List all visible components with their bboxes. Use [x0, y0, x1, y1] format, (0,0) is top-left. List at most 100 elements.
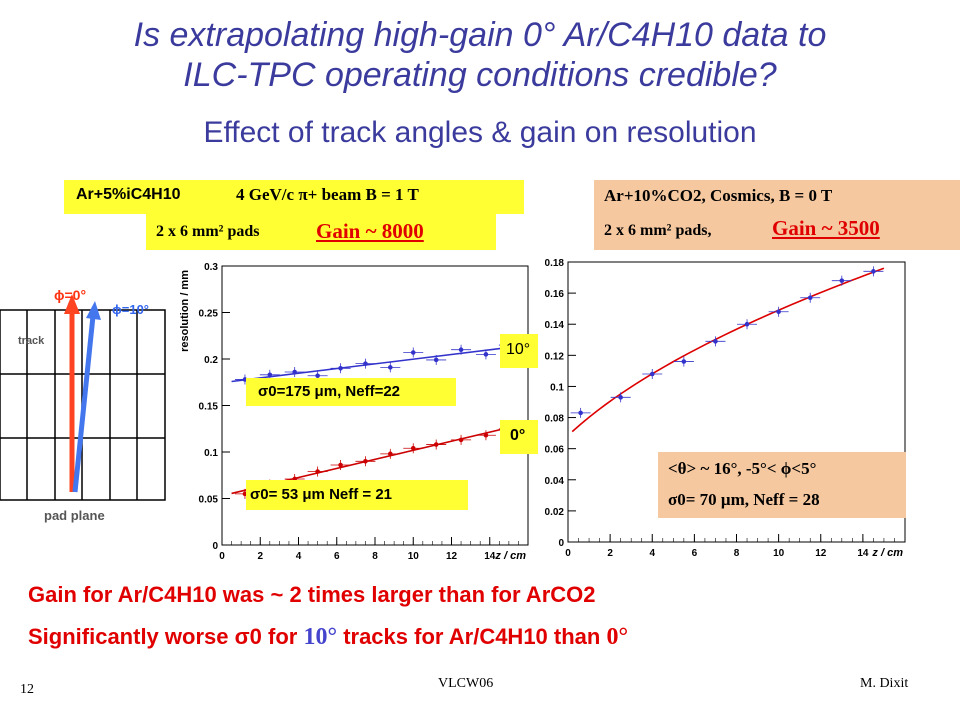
right-fit-box: <θ> ~ 16°, -5°< ϕ<5° σ0= 70 μm, Neff = 2… [658, 452, 906, 518]
statement-sigma-a: Significantly worse σ0 for [28, 624, 298, 649]
data-point-series-1 [388, 451, 393, 457]
right-gas-label: Ar+10%CO2, Cosmics, B = 0 T [604, 186, 833, 205]
right-pads-label: 2 x 6 mm² pads, [604, 222, 712, 239]
data-point-series-0 [618, 395, 623, 400]
data-point-series-0 [776, 309, 781, 315]
data-point-series-0 [458, 347, 464, 352]
data-point-series-0 [839, 278, 845, 283]
pad-plane-diagram: ϕ=0° ϕ=10° track pad plane [0, 287, 166, 523]
right-pads-box: 2 x 6 mm² pads, Gain ~ 3500 [594, 212, 960, 250]
x-tick-label: 8 [734, 548, 740, 558]
statement-sigma: Significantly worse σ0 for 10° tracks fo… [28, 624, 628, 651]
statement-sigma-10deg: 10° [303, 624, 338, 650]
x-axis-label: z / cm [871, 547, 903, 558]
footer-conference: VLCW06 [438, 676, 494, 691]
right-fit-line1: <θ> ~ 16°, -5°< ϕ<5° [668, 459, 817, 478]
y-tick-label: 0.1 [550, 382, 564, 393]
x-tick-label: 10 [408, 551, 420, 560]
phi10-arrowhead-icon [86, 301, 101, 320]
y-tick-label: 0.15 [199, 402, 219, 413]
title-line-1: Is extrapolating high-gain 0° Ar/C4H10 d… [133, 16, 827, 54]
data-point-series-0 [338, 366, 343, 371]
data-point-series-1 [363, 459, 368, 464]
y-axis-label: resolution / mm [179, 270, 191, 352]
x-tick-label: 0 [565, 548, 571, 558]
y-tick-label: 0.2 [204, 355, 218, 366]
left-gas-box: Ar+5%iC4H10 4 GeV/c π+ beam B = 1 T [64, 180, 524, 214]
data-point-series-0 [578, 410, 583, 416]
page-number: 12 [20, 682, 34, 697]
x-tick-label: 2 [607, 548, 613, 558]
subtitle: Effect of track angles & gain on resolut… [203, 116, 757, 149]
data-point-series-0 [681, 359, 687, 364]
left-gain-label: Gain ~ 8000 [316, 219, 424, 243]
data-point-series-1 [483, 432, 489, 438]
pad-plane-label: pad plane [44, 508, 105, 523]
y-tick-label: 0.12 [545, 351, 564, 362]
track-label: track [18, 335, 45, 347]
right-gain-label: Gain ~ 3500 [772, 216, 880, 240]
x-tick-label: 4 [649, 548, 655, 558]
data-point-series-0 [483, 352, 489, 357]
data-point-series-0 [410, 350, 416, 355]
left-resolution-chart: 0 0.05 0.1 0.15 0.2 0.25 0.3 0 2 4 6 8 10 12 14 z / cm r… [179, 262, 529, 560]
label-10deg-box: 10° [500, 334, 538, 368]
right-fit-line2: σ0= 70 μm, Neff = 28 [668, 490, 820, 509]
y-tick-label: 0.08 [545, 414, 564, 425]
x-tick-label: 0 [219, 551, 225, 560]
x-tick-label: 6 [692, 548, 698, 558]
phi10-label: ϕ=10° [112, 302, 149, 317]
y-tick-label: 0.04 [545, 476, 564, 487]
data-point-series-1 [338, 462, 343, 468]
fit-line-series-0 [231, 346, 513, 383]
x-tick-label: 10 [773, 548, 785, 558]
data-point-series-0 [433, 357, 439, 363]
fit-10deg-box: σ0=175 μm, Neff=22 [246, 378, 456, 406]
left-gas-label: Ar+5%iC4H10 [76, 186, 181, 203]
right-gas-box: Ar+10%CO2, Cosmics, B = 0 T [594, 180, 960, 214]
y-tick-label: 0.25 [199, 309, 219, 320]
left-pads-label: 2 x 6 mm² pads [156, 223, 260, 240]
x-tick-label: 2 [257, 551, 263, 560]
fit-line-series-0 [571, 267, 885, 433]
label-0deg: 0° [510, 427, 526, 444]
phi0-arrowhead-icon [64, 294, 80, 314]
y-tick-label: 0 [212, 541, 218, 552]
x-tick-label: 12 [815, 548, 827, 558]
y-tick-label: 0.05 [199, 495, 219, 506]
x-tick-label: 6 [334, 551, 340, 560]
footer-author: M. Dixit [860, 676, 909, 691]
data-point-series-0 [713, 339, 718, 344]
x-tick-label: 4 [296, 551, 302, 560]
fit-10deg-label: σ0=175 μm, Neff=22 [258, 383, 401, 400]
fit-0deg-box: σ0= 53 μm Neff = 21 [246, 480, 468, 510]
data-point-series-0 [807, 295, 813, 301]
data-point-series-0 [315, 373, 320, 379]
statement-gain: Gain for Ar/C4H10 was ~ 2 times larger t… [28, 582, 596, 607]
data-point-series-1 [433, 442, 439, 447]
data-point-series-1 [410, 445, 416, 451]
y-tick-label: 0.1 [204, 448, 218, 459]
y-tick-label: 0.02 [545, 507, 564, 518]
x-tick-label: 8 [372, 551, 378, 560]
statement-sigma-0deg: 0° [606, 624, 629, 650]
phi0-label: ϕ=0° [54, 287, 86, 303]
data-point-series-0 [267, 372, 273, 378]
data-point-series-0 [871, 269, 876, 274]
y-tick-label: 0.14 [545, 320, 564, 331]
data-point-series-0 [744, 321, 750, 327]
y-tick-label: 0.3 [204, 262, 218, 273]
data-point-series-0 [363, 361, 368, 366]
data-point-series-0 [649, 371, 655, 377]
x-axis-label: z / cm [494, 550, 526, 560]
title-line-2: ILC-TPC operating conditions credible? [183, 56, 777, 94]
data-point-series-1 [315, 469, 320, 474]
statement-sigma-c: tracks for Ar/C4H10 than [343, 624, 601, 649]
left-beam-label: 4 GeV/c π+ beam B = 1 T [236, 185, 419, 204]
x-tick-label: 12 [446, 551, 458, 560]
left-pads-box: 2 x 6 mm² pads Gain ~ 8000 [146, 214, 496, 250]
label-0deg-box: 0° [500, 420, 538, 454]
y-tick-label: 0.06 [545, 445, 564, 456]
y-tick-label: 0.16 [545, 289, 564, 300]
data-point-series-1 [458, 437, 464, 443]
